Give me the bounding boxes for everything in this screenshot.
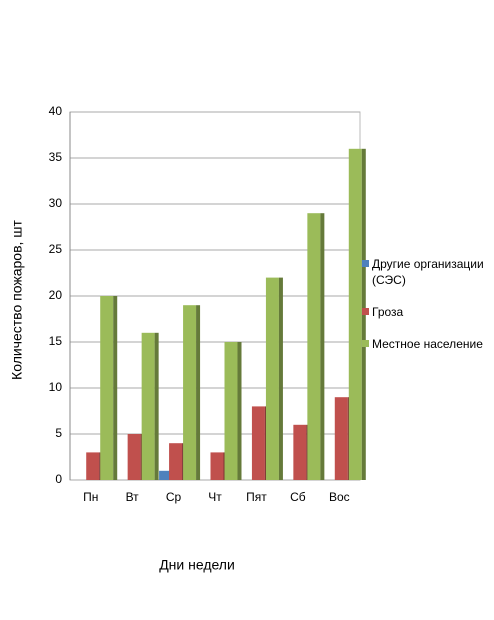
bar xyxy=(100,296,114,480)
y-tick-label: 10 xyxy=(49,380,63,394)
bar xyxy=(224,342,238,480)
y-tick-label: 30 xyxy=(49,196,63,210)
legend-item: Гроза xyxy=(362,304,492,320)
bar-side xyxy=(196,305,201,480)
y-tick-label: 25 xyxy=(49,242,63,256)
y-tick-label: 5 xyxy=(55,426,62,440)
x-axis-label: Дни недели xyxy=(159,557,235,573)
x-tick-label: Ср xyxy=(166,490,182,504)
legend-item: Другие организации (СЭС) xyxy=(362,256,492,288)
bar xyxy=(307,213,321,480)
bar-side xyxy=(113,296,118,480)
legend-label: Местное население xyxy=(372,337,483,351)
bar xyxy=(265,277,279,480)
x-tick-label: Сб xyxy=(290,490,306,504)
legend-label: Другие организации (СЭС) xyxy=(372,257,484,287)
legend-swatch xyxy=(362,260,369,267)
bar xyxy=(334,397,348,480)
bar xyxy=(293,424,307,480)
bar xyxy=(183,305,197,480)
legend-swatch xyxy=(362,308,369,315)
bar xyxy=(210,452,224,480)
bar xyxy=(251,406,265,480)
y-tick-label: 15 xyxy=(49,334,63,348)
bar xyxy=(86,452,100,480)
y-axis-label: Количество пожаров, шт xyxy=(9,219,25,379)
legend-label: Гроза xyxy=(372,305,404,319)
x-tick-label: Чт xyxy=(208,490,222,504)
y-tick-label: 0 xyxy=(55,472,62,486)
bar-side xyxy=(237,342,242,480)
bar xyxy=(127,434,141,480)
legend-swatch xyxy=(362,340,369,347)
bar xyxy=(141,332,155,480)
bar xyxy=(159,470,173,480)
x-tick-label: Пят xyxy=(246,490,267,504)
y-tick-label: 35 xyxy=(49,150,63,164)
legend: Другие организации (СЭС) Гроза Местное нас… xyxy=(362,256,492,368)
legend-item: Местное население xyxy=(362,336,492,352)
y-tick-label: 40 xyxy=(49,104,63,118)
bar-side xyxy=(154,332,159,480)
x-tick-label: Вт xyxy=(126,490,140,504)
x-tick-label: Пн xyxy=(83,490,98,504)
bar-side xyxy=(278,277,283,480)
bar-side xyxy=(320,213,325,480)
bar xyxy=(169,443,183,480)
bar xyxy=(348,148,362,481)
x-tick-label: Вос xyxy=(329,490,350,504)
y-tick-label: 20 xyxy=(49,288,63,302)
